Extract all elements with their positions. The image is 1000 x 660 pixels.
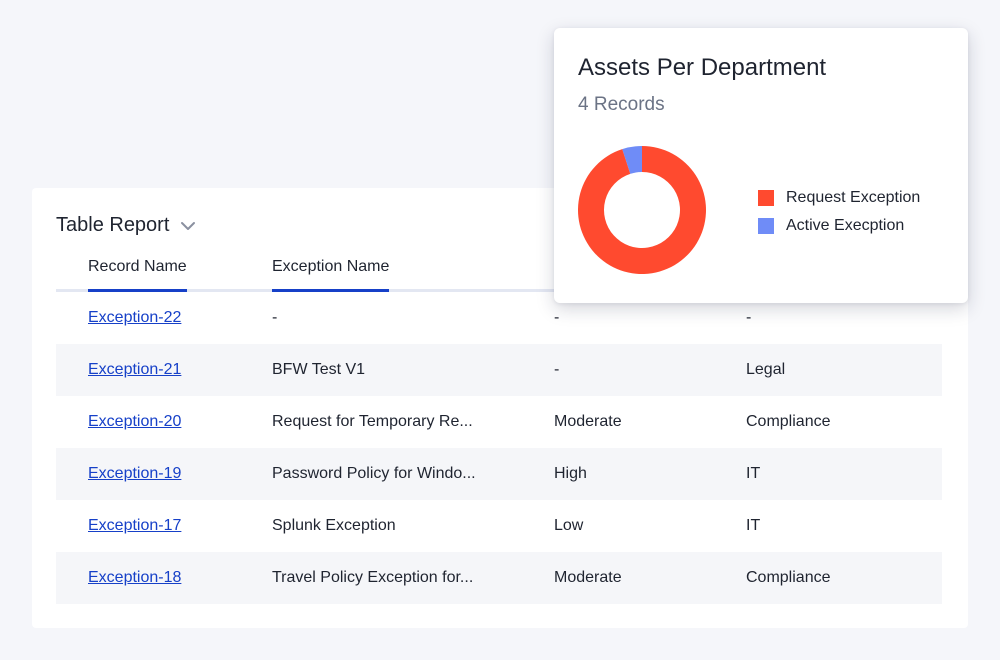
donut-slice-request-exception[interactable]: [578, 146, 706, 274]
department-cell: Legal: [746, 361, 786, 378]
chart-title: Assets Per Department: [578, 54, 827, 81]
assets-chart-card: Assets Per Department 4 Records Request …: [554, 28, 968, 303]
table-body: Exception-22 - - - Exception-21 BFW Test…: [56, 292, 942, 604]
department-cell: Compliance: [746, 569, 831, 586]
exception-name-cell: BFW Test V1: [272, 361, 366, 378]
severity-cell: Moderate: [554, 413, 622, 430]
report-title: Table Report: [56, 214, 170, 236]
record-link[interactable]: Exception-19: [88, 465, 182, 482]
severity-cell: Low: [554, 517, 584, 534]
column-header-underline: [88, 289, 187, 292]
table-row: Exception-21 BFW Test V1 - Legal: [56, 344, 942, 396]
legend-swatch: [758, 190, 774, 206]
exception-name-cell: Splunk Exception: [272, 517, 396, 534]
record-link[interactable]: Exception-18: [88, 569, 182, 586]
column-header-exception-name[interactable]: Exception Name: [272, 258, 390, 292]
table-row: Exception-18 Travel Policy Exception for…: [56, 552, 942, 604]
table-row: Exception-20 Request for Temporary Re...…: [56, 396, 942, 448]
chart-subtitle: 4 Records: [578, 94, 665, 115]
donut-chart: [578, 146, 706, 274]
donut-slice-active-execption[interactable]: [622, 146, 642, 174]
column-header-label: Record Name: [88, 258, 187, 275]
legend-label: Active Execption: [786, 217, 905, 234]
exception-name-cell: Password Policy for Windo...: [272, 465, 476, 482]
table-row: Exception-19 Password Policy for Windo..…: [56, 448, 942, 500]
record-link[interactable]: Exception-17: [88, 517, 182, 534]
record-link[interactable]: Exception-21: [88, 361, 182, 378]
legend-label: Request Exception: [786, 189, 921, 206]
legend-swatch: [758, 218, 774, 234]
severity-cell: -: [554, 309, 560, 326]
department-cell: Compliance: [746, 413, 831, 430]
legend-item[interactable]: Active Execption: [758, 212, 920, 240]
department-cell: -: [746, 309, 752, 326]
record-link[interactable]: Exception-22: [88, 309, 182, 326]
department-cell: IT: [746, 465, 761, 482]
exception-name-cell: -: [272, 309, 278, 326]
severity-cell: Moderate: [554, 569, 622, 586]
chart-legend: Request Exception Active Execption: [758, 184, 920, 240]
department-cell: IT: [746, 517, 761, 534]
column-header-underline: [272, 289, 390, 292]
exception-name-cell: Travel Policy Exception for...: [272, 569, 474, 586]
legend-item[interactable]: Request Exception: [758, 184, 920, 212]
table-row: Exception-17 Splunk Exception Low IT: [56, 500, 942, 552]
severity-cell: High: [554, 465, 587, 482]
column-header-record-name[interactable]: Record Name: [88, 258, 187, 292]
exception-name-cell: Request for Temporary Re...: [272, 413, 473, 430]
record-link[interactable]: Exception-20: [88, 413, 182, 430]
table-row: Exception-22 - - -: [56, 292, 942, 344]
report-header: Table Report: [56, 214, 197, 237]
severity-cell: -: [554, 361, 560, 378]
table-header: Record Name Exception Name: [56, 252, 942, 292]
chevron-down-icon[interactable]: [179, 217, 197, 235]
column-header-label: Exception Name: [272, 258, 390, 275]
